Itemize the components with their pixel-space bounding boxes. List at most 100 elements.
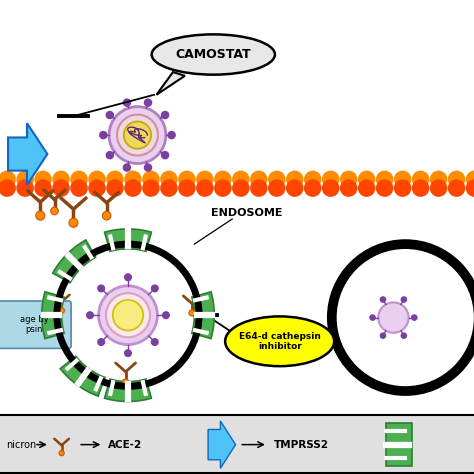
Polygon shape — [208, 421, 236, 468]
Circle shape — [369, 314, 376, 321]
Circle shape — [0, 171, 16, 188]
Polygon shape — [156, 72, 185, 95]
Circle shape — [16, 179, 34, 197]
Circle shape — [380, 332, 386, 339]
Circle shape — [394, 179, 411, 197]
FancyBboxPatch shape — [0, 301, 71, 348]
Text: age by
psin: age by psin — [20, 315, 48, 334]
Polygon shape — [42, 292, 64, 338]
Circle shape — [376, 171, 393, 188]
Circle shape — [123, 99, 131, 107]
Circle shape — [332, 244, 474, 391]
Circle shape — [161, 151, 169, 159]
Circle shape — [358, 171, 375, 188]
Circle shape — [214, 171, 232, 188]
Circle shape — [448, 171, 465, 188]
Circle shape — [412, 171, 429, 188]
Circle shape — [122, 379, 129, 386]
Circle shape — [106, 179, 124, 197]
Circle shape — [86, 311, 94, 319]
Circle shape — [97, 338, 105, 346]
Text: ACE-2: ACE-2 — [108, 439, 142, 450]
Circle shape — [250, 179, 267, 197]
Circle shape — [358, 179, 375, 197]
Polygon shape — [105, 379, 151, 401]
Circle shape — [178, 171, 196, 188]
Circle shape — [160, 171, 178, 188]
Circle shape — [340, 179, 357, 197]
Circle shape — [123, 163, 131, 172]
Circle shape — [304, 179, 321, 197]
Circle shape — [142, 179, 160, 197]
Circle shape — [106, 293, 150, 337]
Circle shape — [142, 171, 160, 188]
Circle shape — [448, 179, 465, 197]
Text: TMPRSS2: TMPRSS2 — [274, 439, 329, 450]
Circle shape — [16, 171, 34, 188]
Circle shape — [70, 171, 88, 188]
Circle shape — [124, 349, 132, 357]
Circle shape — [52, 179, 70, 197]
Circle shape — [160, 179, 178, 197]
Circle shape — [162, 311, 170, 319]
Circle shape — [99, 131, 108, 139]
Circle shape — [304, 171, 321, 188]
Polygon shape — [192, 292, 214, 338]
Circle shape — [167, 131, 176, 139]
Text: ENDOSOME: ENDOSOME — [211, 208, 282, 219]
Circle shape — [411, 314, 418, 321]
Polygon shape — [8, 123, 47, 185]
Circle shape — [51, 207, 58, 215]
Circle shape — [124, 273, 132, 281]
Circle shape — [124, 121, 151, 149]
Circle shape — [0, 179, 16, 197]
Circle shape — [430, 179, 447, 197]
Circle shape — [466, 179, 474, 197]
Circle shape — [36, 211, 45, 220]
Circle shape — [69, 218, 78, 228]
Circle shape — [151, 338, 159, 346]
Circle shape — [117, 115, 158, 155]
Circle shape — [401, 296, 407, 303]
Circle shape — [268, 179, 285, 197]
Circle shape — [34, 171, 52, 188]
Circle shape — [109, 107, 166, 164]
Circle shape — [106, 151, 114, 159]
Circle shape — [250, 171, 267, 188]
Circle shape — [34, 179, 52, 197]
Circle shape — [178, 179, 196, 197]
FancyBboxPatch shape — [386, 423, 412, 466]
Circle shape — [88, 171, 106, 188]
Circle shape — [106, 111, 114, 119]
Circle shape — [59, 308, 64, 313]
Ellipse shape — [152, 35, 275, 74]
Circle shape — [189, 310, 195, 316]
Circle shape — [97, 284, 105, 292]
Circle shape — [144, 99, 152, 107]
Circle shape — [430, 171, 447, 188]
Polygon shape — [60, 356, 105, 396]
Circle shape — [196, 179, 214, 197]
Circle shape — [124, 171, 142, 188]
Circle shape — [161, 111, 169, 119]
Text: nicron: nicron — [6, 439, 36, 450]
Circle shape — [394, 171, 411, 188]
Circle shape — [232, 171, 250, 188]
Text: CAMOSTAT: CAMOSTAT — [175, 48, 251, 61]
Circle shape — [57, 244, 199, 386]
Circle shape — [268, 171, 285, 188]
Circle shape — [52, 171, 70, 188]
Circle shape — [99, 286, 157, 345]
Ellipse shape — [225, 317, 334, 366]
Circle shape — [70, 179, 88, 197]
Circle shape — [88, 179, 106, 197]
Circle shape — [151, 284, 159, 292]
Text: E64-d cathepsin
inhibitor: E64-d cathepsin inhibitor — [239, 332, 320, 351]
Circle shape — [196, 171, 214, 188]
Circle shape — [232, 179, 250, 197]
Circle shape — [322, 171, 339, 188]
Bar — [0, 415, 474, 474]
Circle shape — [106, 171, 124, 188]
Polygon shape — [53, 240, 96, 283]
Circle shape — [286, 179, 303, 197]
